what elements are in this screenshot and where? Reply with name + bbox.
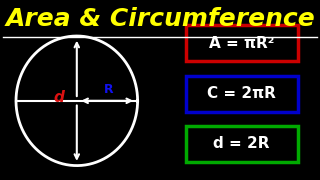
Text: C = 2πR: C = 2πR <box>207 86 276 101</box>
Bar <box>186 25 298 61</box>
Text: R: R <box>104 83 113 96</box>
Text: d = 2R: d = 2R <box>213 136 270 152</box>
Text: A = πR²: A = πR² <box>209 36 274 51</box>
Text: d: d <box>54 90 65 105</box>
Bar <box>186 76 298 112</box>
Text: Area & Circumference: Area & Circumference <box>5 7 315 31</box>
Bar <box>186 126 298 162</box>
